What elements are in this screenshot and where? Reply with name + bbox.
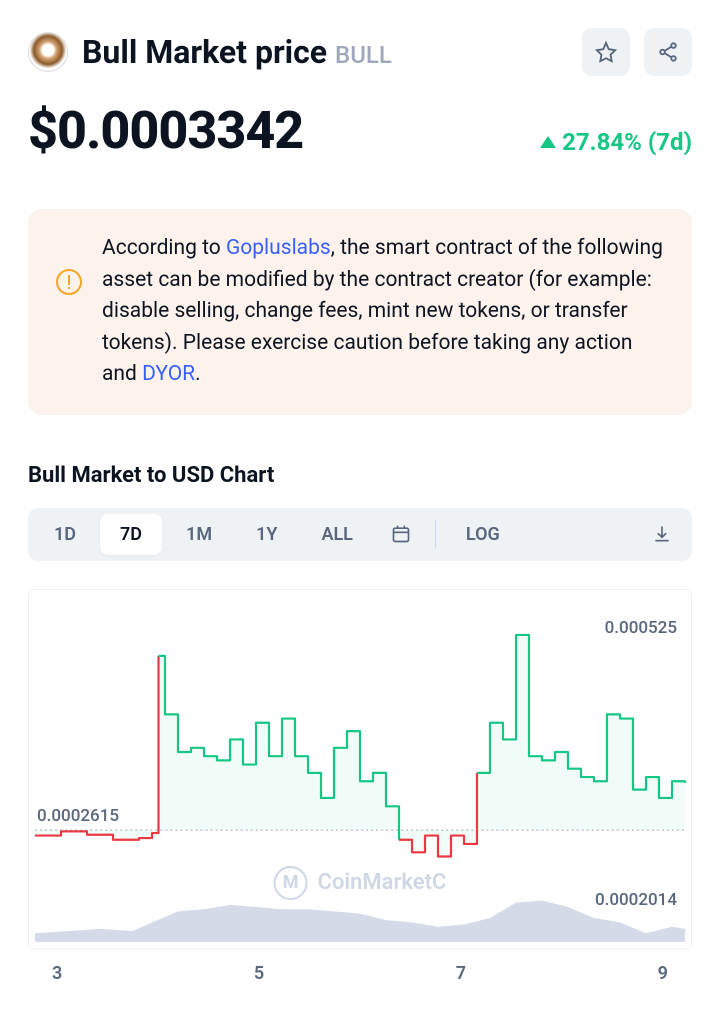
y-label-mid: 0.0002615 <box>37 806 119 826</box>
calendar-icon <box>391 524 411 544</box>
coin-logo-icon <box>28 32 68 72</box>
price-change: 27.84% (7d) <box>540 128 692 156</box>
tab-log[interactable]: LOG <box>446 514 520 555</box>
timeframe-tabs: 1D 7D 1M 1Y ALL LOG <box>28 508 692 561</box>
warn-prefix: According to <box>102 236 226 260</box>
asset-name: Bull Market price <box>82 33 327 71</box>
info-warning-icon <box>56 269 82 295</box>
dyor-link[interactable]: DYOR <box>142 362 195 386</box>
x-tick: 5 <box>254 963 264 984</box>
y-label-top: 0.000525 <box>605 618 677 638</box>
x-tick: 3 <box>52 963 62 984</box>
tab-all[interactable]: ALL <box>301 514 372 555</box>
price-row: $0.0003342 27.84% (7d) <box>28 100 692 161</box>
warning-banner: According to Gopluslabs, the smart contr… <box>28 209 692 415</box>
tab-1d[interactable]: 1D <box>34 514 96 555</box>
x-tick: 9 <box>658 963 668 984</box>
download-icon <box>652 524 672 544</box>
x-tick: 7 <box>456 963 466 984</box>
x-axis: 3 5 7 9 <box>28 949 692 984</box>
header-row: Bull Market price BULL <box>28 28 692 76</box>
tab-7d[interactable]: 7D <box>100 514 162 555</box>
page-title: Bull Market price BULL <box>82 33 392 71</box>
price-value: $0.0003342 <box>28 100 303 161</box>
share-icon <box>657 41 679 63</box>
share-button[interactable] <box>644 28 692 76</box>
change-pct: 27.84% <box>562 128 642 156</box>
change-period: (7d) <box>648 128 692 156</box>
tab-1y[interactable]: 1Y <box>236 514 297 555</box>
price-chart[interactable]: 0.000525 0.0002615 0.0002014 M CoinMarke… <box>28 589 692 949</box>
date-picker-button[interactable] <box>377 514 425 554</box>
warn-suffix: . <box>195 362 201 386</box>
star-icon <box>595 41 617 63</box>
warning-text: According to Gopluslabs, the smart contr… <box>102 233 664 391</box>
gopluslabs-link[interactable]: Gopluslabs <box>226 236 331 260</box>
y-label-bottom: 0.0002014 <box>595 890 677 910</box>
tab-1m[interactable]: 1M <box>166 514 232 555</box>
chart-canvas <box>29 590 691 948</box>
tab-divider <box>435 520 436 548</box>
download-button[interactable] <box>638 514 686 554</box>
asset-symbol: BULL <box>335 41 392 69</box>
favorite-button[interactable] <box>582 28 630 76</box>
caret-up-icon <box>540 136 556 148</box>
chart-title: Bull Market to USD Chart <box>28 463 692 488</box>
